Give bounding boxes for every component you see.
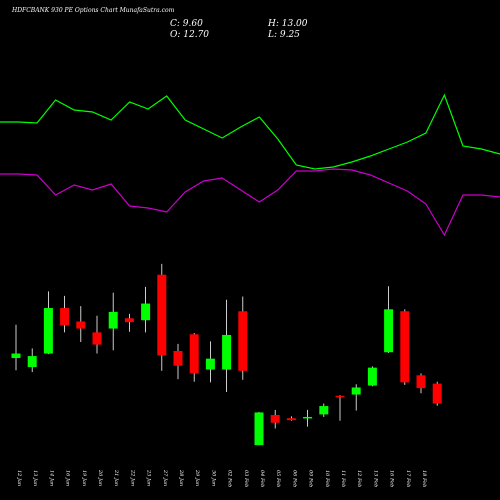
date-tick-label: 13 Jan — [32, 470, 38, 486]
open-readout: O: 12.70 — [170, 30, 209, 40]
candle-body — [173, 350, 183, 366]
date-tick-label: 27 Jan — [162, 469, 168, 486]
date-tick-label: 10 Feb — [324, 470, 330, 487]
candle — [351, 384, 361, 411]
candle-body — [189, 334, 199, 374]
candle — [11, 324, 21, 371]
candle — [432, 381, 442, 406]
chart-title: HDFCBANK 930 PE Options Chart MunafaSutr… — [11, 7, 175, 14]
close-readout: C: 9.60 — [170, 19, 203, 29]
candle-body — [76, 321, 86, 329]
date-tick-label: 22 Jan — [129, 469, 135, 486]
candle — [335, 395, 345, 421]
candle — [238, 296, 248, 380]
candles — [11, 263, 442, 446]
candle-body — [400, 311, 410, 383]
candle — [108, 292, 118, 351]
candle — [76, 306, 86, 342]
candle — [124, 313, 134, 332]
candle-body — [432, 383, 442, 404]
candle-body — [351, 387, 361, 395]
date-tick-label: 12 Jan — [16, 470, 22, 486]
green-indicator-line — [0, 93, 500, 170]
date-tick-label: 16 Jan — [65, 470, 71, 486]
date-tick-label: 03 Feb — [243, 470, 249, 487]
candle-body — [157, 274, 167, 356]
candle-body — [416, 375, 426, 389]
candle-body — [92, 332, 102, 345]
candle — [43, 291, 53, 355]
date-tick-label: 05 Feb — [275, 470, 281, 487]
date-tick-label: 09 Feb — [308, 470, 314, 487]
candle — [27, 348, 37, 373]
candle-body — [367, 367, 377, 386]
candle-body — [205, 358, 215, 370]
magenta-indicator-line — [0, 168, 500, 237]
low-readout: L: 9.25 — [267, 30, 300, 40]
date-tick-label: 06 Feb — [291, 470, 297, 487]
date-tick-label: 28 Jan — [178, 469, 184, 486]
candle-body — [108, 311, 118, 329]
date-tick-label: 18 Feb — [421, 470, 427, 487]
candle — [92, 315, 102, 354]
candle — [60, 295, 70, 333]
candle — [319, 403, 329, 417]
candle — [367, 366, 377, 387]
candle-body — [141, 303, 151, 321]
candle-body — [43, 308, 53, 354]
date-tick-label: 20 Jan — [97, 469, 103, 486]
date-tick-label: 02 Feb — [227, 470, 233, 487]
candle-body — [60, 308, 70, 326]
candle — [384, 286, 394, 353]
date-tick-label: 19 Jan — [81, 470, 87, 486]
candle-body — [222, 334, 232, 370]
candle — [141, 286, 151, 333]
date-tick-label: 17 Feb — [405, 470, 411, 487]
candle — [303, 409, 313, 427]
date-tick-label: 04 Feb — [259, 470, 265, 487]
date-tick-label: 21 Jan — [113, 469, 119, 486]
candle — [189, 333, 199, 382]
candle-body — [319, 406, 329, 415]
high-readout: H: 13.00 — [267, 19, 308, 29]
candle — [270, 409, 280, 429]
candle — [205, 341, 215, 383]
candle-body — [303, 416, 313, 419]
candle — [173, 343, 183, 380]
candle-body — [238, 311, 248, 371]
candle-body — [335, 395, 345, 398]
candle — [400, 309, 410, 385]
date-tick-label: 29 Jan — [194, 469, 200, 486]
date-axis: 12 Jan 13 Jan 14 Jan 16 Jan 19 Jan 20 Jan 21 J… — [16, 469, 427, 487]
candle — [222, 299, 232, 392]
candle — [286, 416, 296, 421]
candle-body — [286, 418, 296, 421]
date-tick-label: 13 Feb — [372, 470, 378, 487]
date-tick-label: 16 Feb — [389, 470, 395, 487]
candle-body — [27, 356, 37, 367]
candle — [416, 373, 426, 394]
candle-body — [254, 412, 264, 446]
date-tick-label: 11 Feb — [340, 470, 346, 487]
date-tick-label: 30 Jan — [210, 470, 216, 486]
candle-body — [270, 415, 280, 423]
indicator-lines — [0, 93, 500, 237]
candle — [157, 263, 167, 371]
candle — [254, 411, 264, 446]
candle-body — [124, 318, 134, 323]
date-tick-label: 12 Feb — [356, 470, 362, 487]
date-tick-label: 14 Jan — [48, 470, 54, 486]
date-tick-label: 23 Jan — [146, 469, 152, 486]
candle-body — [384, 309, 394, 353]
candle-body — [11, 353, 21, 359]
